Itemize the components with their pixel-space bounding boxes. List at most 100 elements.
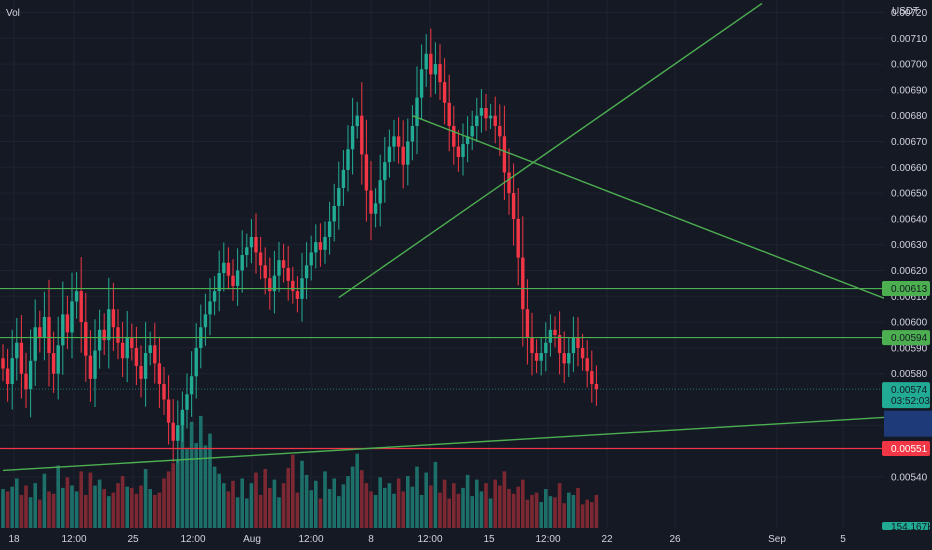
candle-body bbox=[502, 136, 507, 173]
volume-bar bbox=[507, 489, 511, 528]
candle-body bbox=[534, 353, 539, 361]
price-tick-label: 0.00710 bbox=[891, 34, 928, 45]
volume-bar bbox=[534, 492, 539, 528]
candle-body bbox=[231, 275, 235, 286]
volume-bar bbox=[567, 492, 571, 528]
candle-body bbox=[97, 329, 102, 351]
volume-bar bbox=[465, 474, 470, 528]
candle-body bbox=[392, 136, 396, 147]
time-tick-label: 12:00 bbox=[417, 534, 442, 545]
candle-body bbox=[28, 360, 33, 390]
volume-bar bbox=[33, 483, 37, 528]
candle-body bbox=[461, 144, 465, 157]
volume-bar bbox=[88, 472, 93, 528]
volume-bar bbox=[153, 494, 157, 528]
candle-body bbox=[530, 337, 534, 354]
candle-body bbox=[438, 64, 442, 83]
candle-body bbox=[304, 265, 309, 279]
candle-body bbox=[134, 347, 139, 366]
time-tick-label: 22 bbox=[601, 534, 613, 545]
time-tick-label: 5 bbox=[840, 534, 846, 545]
candle-body bbox=[189, 376, 194, 395]
trendline[interactable] bbox=[412, 115, 932, 322]
price-tick-label: 0.00620 bbox=[891, 266, 928, 277]
candle-body bbox=[562, 353, 566, 364]
candle-body bbox=[240, 255, 244, 271]
volume-bar bbox=[378, 477, 382, 528]
volume-bar bbox=[212, 466, 217, 528]
volume-bar bbox=[360, 470, 364, 528]
candle-body bbox=[24, 373, 28, 390]
time-tick-label: 8 bbox=[368, 534, 374, 545]
candle-body bbox=[222, 262, 226, 274]
volume-bar bbox=[447, 498, 451, 528]
candle-body bbox=[10, 358, 14, 385]
volume-bar bbox=[383, 487, 387, 528]
volume-bar bbox=[102, 489, 106, 528]
volume-bar bbox=[373, 494, 378, 528]
candle-body bbox=[291, 280, 295, 292]
candle-body bbox=[245, 247, 249, 256]
candle-body bbox=[281, 260, 286, 268]
volume-bar bbox=[401, 491, 405, 528]
candle-body bbox=[111, 309, 116, 328]
volume-bar bbox=[295, 492, 300, 528]
partial-blue-tag bbox=[884, 410, 932, 437]
candle-body bbox=[93, 350, 97, 379]
volume-bar bbox=[488, 498, 493, 528]
volume-bar bbox=[240, 478, 244, 528]
volume-bar bbox=[277, 497, 281, 528]
volume-bar bbox=[502, 471, 507, 528]
candle-body bbox=[263, 265, 267, 279]
volume-bar bbox=[516, 486, 520, 528]
volume-bar bbox=[369, 491, 373, 528]
volume-bar bbox=[10, 486, 14, 528]
candle-body bbox=[465, 136, 470, 145]
volume-bar bbox=[134, 493, 139, 528]
candle-body bbox=[511, 193, 516, 219]
candle-body bbox=[116, 327, 120, 343]
trendline[interactable] bbox=[338, 2, 763, 299]
trendline[interactable] bbox=[2, 413, 932, 472]
price-tick-label: 0.00610 bbox=[891, 292, 928, 303]
price-tag-label: 0.00594 bbox=[891, 333, 928, 344]
candle-body bbox=[70, 301, 74, 333]
candle-body bbox=[323, 236, 327, 250]
volume-bar bbox=[544, 489, 548, 528]
volume-bar bbox=[424, 472, 428, 528]
candle-body bbox=[258, 252, 263, 266]
trendlines[interactable] bbox=[2, 2, 932, 472]
volume-bar bbox=[341, 484, 346, 528]
candle-body bbox=[120, 342, 125, 359]
volume-bar bbox=[125, 486, 129, 528]
candle-body bbox=[185, 394, 189, 410]
candle-body bbox=[387, 146, 392, 163]
candle-body bbox=[15, 342, 19, 359]
volume-bar bbox=[1, 489, 5, 528]
volume-bar bbox=[539, 502, 543, 528]
candle-body bbox=[507, 172, 511, 194]
volume-bar bbox=[281, 483, 286, 528]
volume-bar bbox=[194, 443, 198, 528]
volume-bar bbox=[208, 433, 212, 528]
candle-body bbox=[571, 337, 576, 354]
volume-bar bbox=[406, 476, 410, 528]
candle-body bbox=[369, 190, 373, 214]
volume-bar bbox=[346, 476, 350, 528]
volume-bar bbox=[553, 497, 557, 528]
volume-bar bbox=[493, 479, 497, 528]
candle-body bbox=[447, 102, 451, 127]
volume-bar bbox=[235, 497, 240, 528]
volume-bar bbox=[171, 463, 175, 528]
candle-body bbox=[470, 126, 474, 137]
candle-body bbox=[516, 218, 520, 258]
price-tick-label: 0.00580 bbox=[891, 369, 928, 380]
candle-body bbox=[33, 327, 37, 361]
horizontal-lines[interactable] bbox=[0, 287, 884, 450]
countdown-label: 03:52:03 bbox=[891, 396, 930, 407]
current-price-label: 0.00574 bbox=[891, 385, 928, 396]
candle-body bbox=[442, 82, 447, 103]
candle-body bbox=[309, 252, 313, 266]
candle-body bbox=[332, 206, 336, 222]
